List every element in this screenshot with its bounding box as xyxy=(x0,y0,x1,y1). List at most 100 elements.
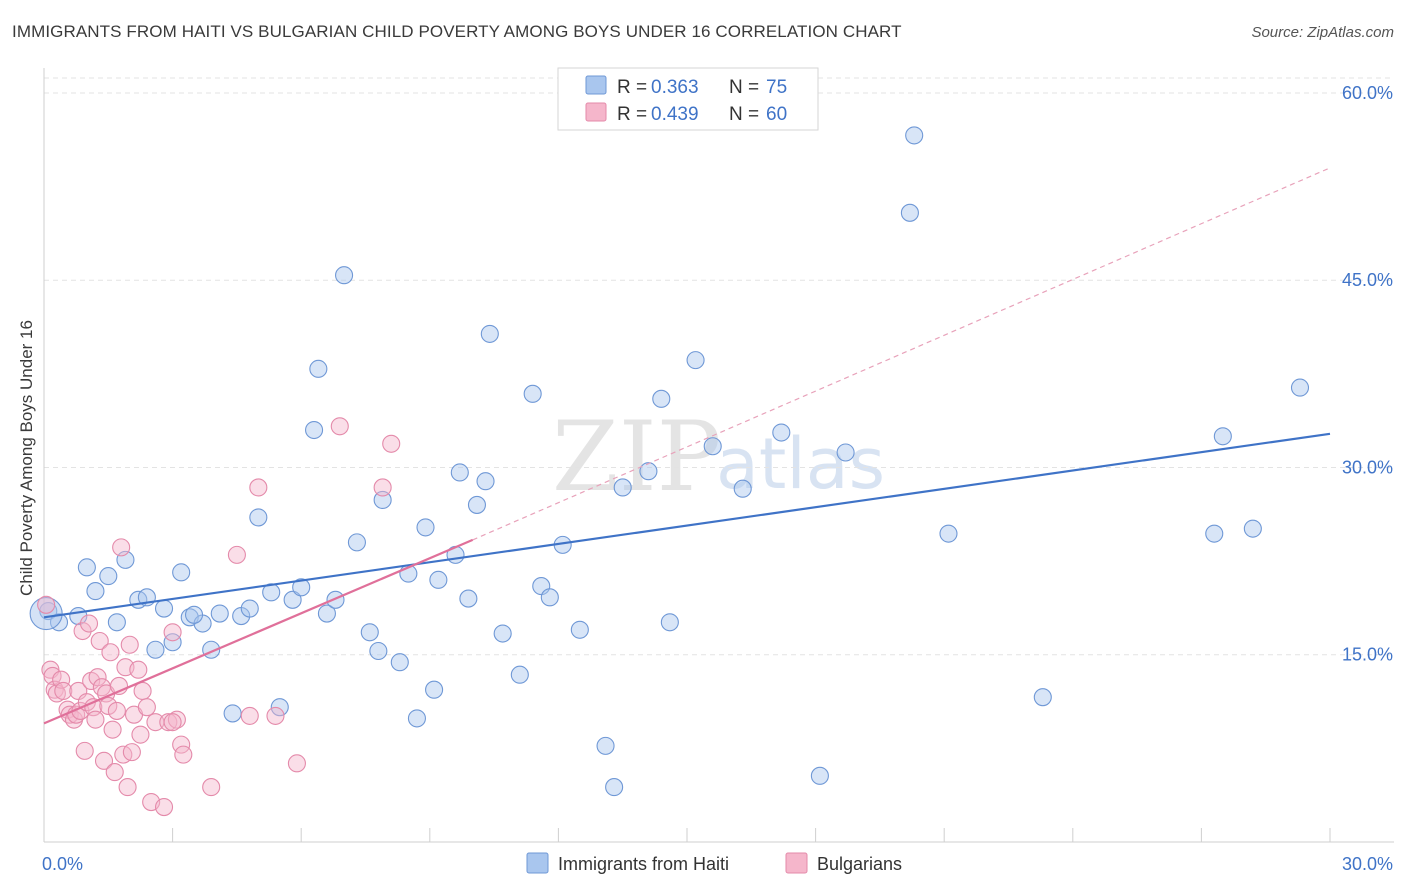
x-tick-label-max: 30.0% xyxy=(1342,854,1393,874)
blue-point-30 xyxy=(335,266,354,285)
blue-point-21 xyxy=(249,508,268,527)
stats-legend-n-label-pink: N = xyxy=(729,104,759,125)
blue-point-11 xyxy=(154,599,174,618)
pink-point-14 xyxy=(75,741,94,760)
blue-point-40 xyxy=(429,570,448,589)
pink-point-28 xyxy=(105,763,124,782)
blue-point-34 xyxy=(373,490,392,509)
blue-point-54 xyxy=(596,736,615,755)
blue-point-67 xyxy=(905,126,924,145)
stats-legend-r-label-pink: R = xyxy=(617,104,647,125)
pink-point-31 xyxy=(112,538,131,557)
blue-point-48 xyxy=(510,665,529,684)
pink-point-40 xyxy=(133,681,152,700)
stats-legend-n-value-blue: 75 xyxy=(766,77,787,98)
blue-point-62 xyxy=(733,479,752,498)
pink-point-56 xyxy=(330,417,349,436)
blue-point-42 xyxy=(450,463,469,482)
trend-line-blue xyxy=(43,432,1331,619)
x-tick-label-min: 0.0% xyxy=(42,854,83,874)
pink-point-23 xyxy=(94,751,114,770)
blue-point-45 xyxy=(476,472,495,491)
pink-point-25 xyxy=(99,696,118,715)
chart-source: Source: ZipAtlas.com xyxy=(1251,24,1394,41)
blue-point-26 xyxy=(305,420,324,440)
blue-point-72 xyxy=(1243,519,1262,538)
blue-point-33 xyxy=(369,641,388,661)
pink-point-21 xyxy=(90,631,109,651)
y-axis-label: Child Poverty Among Boys Under 16 xyxy=(17,320,36,596)
blue-point-63 xyxy=(772,423,791,442)
series-legend-label-blue: Immigrants from Haiti xyxy=(558,854,729,874)
blue-point-51 xyxy=(540,588,559,607)
watermark-atlas: atlas xyxy=(716,423,885,505)
pink-point-54 xyxy=(266,706,285,725)
blue-point-68 xyxy=(939,524,958,543)
blue-point-28 xyxy=(317,604,336,623)
pink-point-19 xyxy=(86,710,105,729)
blue-point-20 xyxy=(240,599,259,618)
blue-point-73 xyxy=(1290,378,1310,397)
blue-point-25 xyxy=(292,578,311,597)
trend-lines xyxy=(43,167,1331,725)
blue-point-27 xyxy=(309,359,328,378)
blue-point-12 xyxy=(163,633,182,652)
blue-point-66 xyxy=(900,203,919,222)
blue-point-59 xyxy=(660,613,679,632)
pink-point-49 xyxy=(174,745,193,764)
blue-point-65 xyxy=(836,443,855,462)
blue-point-37 xyxy=(407,709,426,728)
trend-line-pink xyxy=(43,538,474,725)
stats-legend-r-label-blue: R = xyxy=(617,77,647,98)
blue-point-17 xyxy=(210,604,229,623)
blue-point-5 xyxy=(99,567,118,586)
pink-point-44 xyxy=(154,797,174,817)
pink-point-6 xyxy=(54,681,73,700)
blue-point-24 xyxy=(283,590,302,609)
blue-point-56 xyxy=(613,478,632,497)
pink-point-35 xyxy=(120,635,139,654)
trend-line-pink-extension xyxy=(472,167,1331,541)
blue-point-64 xyxy=(810,766,829,785)
stats-legend: R = 0.363 N = 75 R = 0.439 N = 60 xyxy=(557,67,819,131)
stats-legend-n-value-pink: 60 xyxy=(766,104,787,125)
blue-point-47 xyxy=(493,624,512,643)
pink-point-27 xyxy=(103,720,122,739)
blue-point-46 xyxy=(480,324,499,343)
stats-legend-swatch-blue xyxy=(585,75,607,95)
blue-point-23 xyxy=(270,698,289,717)
pink-point-20 xyxy=(88,668,107,687)
blue-point-10 xyxy=(146,640,165,659)
pink-point-41 xyxy=(137,698,156,717)
series-legend-swatch-blue xyxy=(526,852,549,874)
pink-point-52 xyxy=(240,706,259,725)
gridlines xyxy=(44,77,1394,656)
blue-point-58 xyxy=(652,389,671,408)
watermark-zip: ZIP xyxy=(552,401,721,513)
blue-point-6 xyxy=(107,613,126,632)
pink-point-5 xyxy=(52,670,71,689)
blue-point-57 xyxy=(639,462,658,481)
blue-point-61 xyxy=(703,437,722,456)
blue-point-69 xyxy=(1033,688,1052,707)
stats-legend-n-label-blue: N = xyxy=(729,77,759,98)
pink-point-38 xyxy=(129,660,148,679)
pink-point-13 xyxy=(73,621,92,641)
blue-point-32 xyxy=(360,623,379,642)
y-tick-label-45: 45.0% xyxy=(1342,270,1393,290)
blue-point-70 xyxy=(1205,524,1224,543)
blue-point-13 xyxy=(172,563,191,582)
blue-point-38 xyxy=(416,518,435,537)
stats-legend-r-value-blue: 0.363 xyxy=(651,77,699,98)
pink-point-46 xyxy=(163,623,182,642)
chart-title: IMMIGRANTS FROM HAITI VS BULGARIAN CHILD… xyxy=(12,22,902,41)
blue-point-3 xyxy=(77,558,96,577)
blue-point-43 xyxy=(459,589,478,608)
blue-point-44 xyxy=(467,495,487,514)
blue-point-35 xyxy=(390,653,409,672)
pink-point-34 xyxy=(118,778,137,797)
blue-point-39 xyxy=(425,680,444,699)
y-tick-label-15: 15.0% xyxy=(1342,645,1393,665)
pink-point-26 xyxy=(101,643,120,662)
